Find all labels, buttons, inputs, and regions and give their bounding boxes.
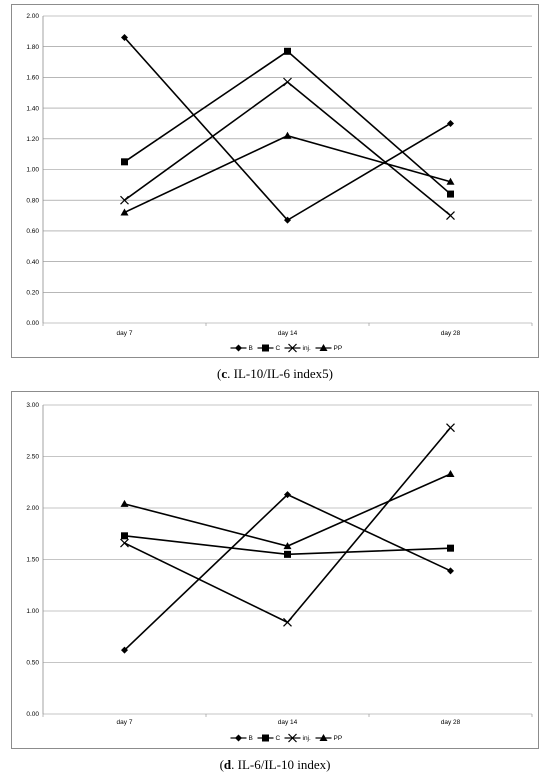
x-tick-label: day 14	[278, 719, 298, 726]
legend-marker	[262, 734, 269, 742]
data-point	[446, 423, 455, 433]
data-point	[446, 211, 455, 220]
legend-marker	[319, 734, 328, 741]
legend-label: B	[249, 345, 253, 352]
series-line	[123, 493, 451, 651]
legend-marker	[235, 344, 242, 352]
y-tick-label: 0.40	[26, 259, 39, 266]
legend-marker	[319, 344, 328, 351]
line-chart-d: 0.00 0.50 1.00 1.50 2.00 2.50 3.00 day 7 day 14 d…	[26, 402, 533, 743]
legend-item: inj.	[284, 343, 312, 353]
legend-label: inj.	[303, 345, 312, 352]
legend-label: C	[276, 345, 281, 352]
legend-item: B	[230, 734, 253, 742]
series-C	[121, 532, 454, 558]
legend-item: B	[230, 344, 253, 352]
series-PP	[120, 131, 455, 216]
x-tick-label: day 28	[441, 330, 461, 337]
legend-label: inj.	[303, 735, 312, 742]
data-point	[283, 131, 292, 139]
data-point	[121, 158, 128, 166]
legend-marker	[288, 343, 297, 353]
gridlines	[43, 404, 532, 715]
y-tick-label: 0.20	[26, 290, 39, 297]
data-point	[284, 550, 291, 558]
legend-item: PP	[315, 734, 343, 742]
line-chart-c: 0.00 0.20 0.40 0.60 0.80 1.00 1.20 1.40 1.60 1.80…	[26, 13, 533, 353]
y-tick-label: 0.00	[26, 711, 39, 718]
data-point	[284, 47, 291, 55]
series-B	[121, 491, 454, 654]
x-tick-label: day 7	[117, 719, 133, 726]
data-point	[284, 216, 291, 224]
chart-frame-c: 0.00 0.20 0.40 0.60 0.80 1.00 1.20 1.40 1.60 1.80…	[11, 4, 539, 358]
x-tick-label: day 7	[117, 330, 133, 337]
series-line	[124, 427, 452, 624]
data-point	[120, 499, 129, 507]
legend-label: B	[249, 735, 253, 742]
series-PP	[120, 470, 455, 550]
data-point	[447, 544, 454, 552]
data-point	[120, 195, 129, 205]
y-tick-label: 1.00	[26, 608, 39, 615]
caption-letter-d: d	[223, 757, 232, 772]
data-point	[446, 470, 455, 478]
y-tick-label: 0.50	[26, 660, 39, 667]
legend-item: C	[257, 344, 281, 352]
series-line	[124, 134, 451, 214]
y-tick-label: 0.00	[26, 320, 39, 327]
data-point	[284, 491, 291, 499]
x-tick-label: day 28	[441, 719, 461, 726]
x-tick-label: day 14	[278, 330, 298, 337]
y-tick-label: 2.50	[26, 454, 39, 461]
data-point	[447, 119, 454, 127]
y-tick-label: 1.60	[26, 75, 39, 82]
series-line	[124, 80, 452, 217]
series-C	[121, 47, 454, 198]
data-point	[283, 542, 292, 550]
data-point	[120, 208, 129, 216]
y-tick-label: 0.60	[26, 228, 39, 235]
y-tick-label: 2.00	[26, 13, 39, 20]
caption-d: (d. IL-6/IL-10 index)	[219, 757, 331, 772]
legend-item: PP	[315, 344, 343, 352]
data-point	[283, 77, 292, 87]
data-point	[121, 33, 128, 41]
y-tick-label: 1.80	[26, 44, 39, 51]
legend-item: C	[257, 734, 281, 742]
caption-c: (c. IL-10/IL-6 index5)	[217, 366, 333, 381]
y-tick-label: 1.40	[26, 105, 39, 112]
gridlines	[43, 15, 532, 324]
data-point	[121, 532, 128, 540]
y-tick-label: 0.80	[26, 197, 39, 204]
y-tick-label: 2.00	[26, 505, 39, 512]
data-point	[447, 567, 454, 575]
data-point	[120, 538, 129, 548]
caption-letter-c: c	[221, 366, 228, 381]
legend-label: PP	[334, 735, 343, 742]
series-B	[121, 33, 454, 224]
legend-marker	[262, 344, 269, 352]
caption-text-c: . IL-10/IL-6 index5	[227, 366, 329, 381]
data-point	[446, 177, 455, 185]
data-point	[283, 617, 292, 627]
legend-label: C	[276, 735, 281, 742]
legend-label: PP	[334, 345, 343, 352]
y-tick-label: 1.00	[26, 167, 39, 174]
y-tick-label: 1.50	[26, 557, 39, 564]
legend-marker	[235, 734, 242, 742]
y-tick-label: 1.20	[26, 136, 39, 143]
y-tick-label: 3.00	[26, 402, 39, 409]
data-point	[121, 646, 128, 654]
data-point	[447, 190, 454, 198]
series-inj	[120, 77, 455, 220]
caption-text-d: . IL-6/IL-10 index	[231, 757, 327, 772]
series-line	[124, 50, 452, 195]
series-inj	[120, 423, 455, 627]
legend-marker	[288, 733, 297, 743]
legend-item: inj.	[284, 733, 312, 743]
chart-frame-d: 0.00 0.50 1.00 1.50 2.00 2.50 3.00 day 7 day 14 d…	[11, 391, 539, 749]
